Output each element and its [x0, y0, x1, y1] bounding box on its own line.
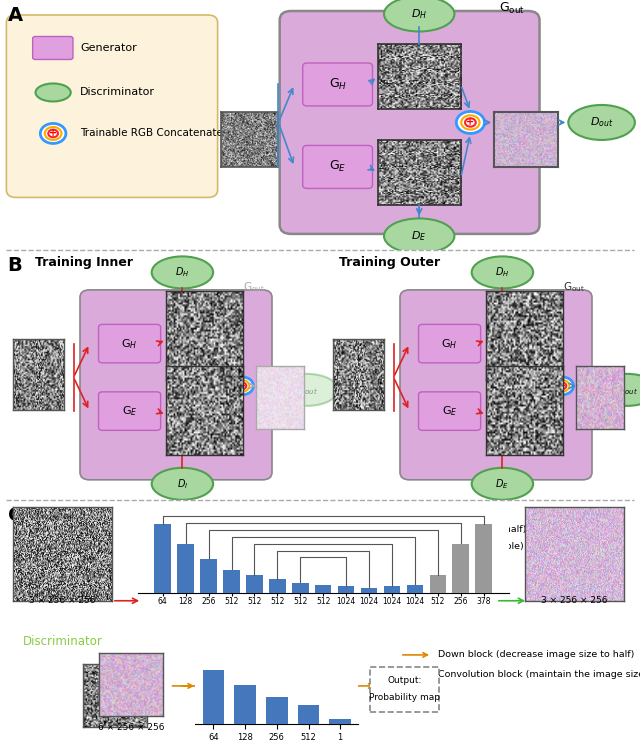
Text: G$_E$: G$_E$ — [122, 404, 138, 418]
Bar — [266, 697, 287, 724]
Text: +: + — [558, 381, 566, 391]
Bar — [361, 588, 378, 593]
Text: Output:: Output: — [388, 676, 422, 686]
Bar — [177, 544, 194, 593]
Bar — [234, 685, 256, 724]
Text: Generator: Generator — [80, 43, 137, 53]
Text: D$_I$: D$_I$ — [177, 477, 188, 491]
FancyBboxPatch shape — [33, 37, 73, 60]
Bar — [429, 575, 446, 593]
Text: B: B — [8, 256, 22, 275]
Text: D$_H$: D$_H$ — [495, 266, 509, 279]
FancyBboxPatch shape — [419, 392, 481, 430]
FancyBboxPatch shape — [419, 325, 481, 363]
Text: Down block (decrease image size to half): Down block (decrease image size to half) — [438, 651, 635, 659]
Text: G$_H$: G$_H$ — [122, 336, 138, 351]
Ellipse shape — [384, 219, 454, 254]
FancyBboxPatch shape — [80, 290, 272, 480]
Circle shape — [465, 119, 476, 127]
Text: +: + — [467, 117, 474, 128]
Bar — [203, 670, 224, 724]
Text: Convolution block (maintain the image size): Convolution block (maintain the image si… — [438, 670, 640, 679]
Text: Discriminator: Discriminator — [80, 87, 155, 98]
Text: Up block (increase image size to double): Up block (increase image size to double) — [330, 542, 524, 551]
Text: Training Outer: Training Outer — [339, 256, 440, 269]
Text: A: A — [8, 6, 23, 25]
Text: Trainable RGB Concatenate: Trainable RGB Concatenate — [80, 128, 223, 139]
Text: Probability map: Probability map — [369, 693, 440, 702]
Ellipse shape — [276, 374, 338, 406]
Text: G$_E$: G$_E$ — [329, 160, 346, 175]
Text: D$_{\mathregular{out}}$: D$_{\mathregular{out}}$ — [617, 383, 637, 397]
FancyBboxPatch shape — [280, 11, 540, 234]
Bar — [330, 719, 351, 724]
Bar — [269, 580, 285, 593]
Circle shape — [48, 130, 58, 137]
Text: G$_H$: G$_H$ — [328, 77, 347, 92]
Bar — [476, 524, 492, 593]
Bar — [246, 575, 262, 593]
Text: G$_H$: G$_H$ — [442, 336, 458, 351]
Text: 3 × 256 × 256: 3 × 256 × 256 — [29, 596, 96, 605]
Ellipse shape — [384, 0, 454, 31]
FancyBboxPatch shape — [99, 392, 161, 430]
Bar — [315, 585, 332, 593]
FancyBboxPatch shape — [303, 145, 372, 189]
Text: D$_{\mathregular{out}}$: D$_{\mathregular{out}}$ — [590, 116, 613, 129]
Circle shape — [40, 123, 66, 143]
Text: D$_H$: D$_H$ — [411, 7, 428, 21]
FancyBboxPatch shape — [99, 325, 161, 363]
Ellipse shape — [472, 468, 533, 500]
FancyBboxPatch shape — [370, 667, 440, 712]
Text: G$_{\mathregular{out}}$: G$_{\mathregular{out}}$ — [243, 280, 265, 294]
Text: D$_E$: D$_E$ — [495, 477, 509, 491]
Circle shape — [234, 380, 250, 392]
Circle shape — [554, 380, 570, 392]
Ellipse shape — [152, 468, 213, 500]
Text: C: C — [8, 506, 22, 524]
Circle shape — [550, 377, 573, 395]
Text: Discriminator: Discriminator — [22, 635, 102, 648]
Text: G$_E$: G$_E$ — [442, 404, 458, 418]
Text: +: + — [49, 128, 57, 139]
Ellipse shape — [152, 257, 213, 289]
Ellipse shape — [568, 105, 635, 140]
Ellipse shape — [596, 374, 640, 406]
Text: G$_{\mathregular{out}}$: G$_{\mathregular{out}}$ — [563, 280, 585, 294]
Text: Down block (decrease image size to half): Down block (decrease image size to half) — [330, 525, 526, 534]
Text: +: + — [238, 381, 246, 391]
Bar — [292, 583, 308, 593]
Bar — [223, 570, 240, 593]
Text: 6 × 256 × 256: 6 × 256 × 256 — [98, 723, 164, 732]
Ellipse shape — [35, 84, 70, 101]
Ellipse shape — [472, 257, 533, 289]
Bar — [406, 585, 423, 593]
Text: D$_E$: D$_E$ — [412, 229, 427, 242]
Text: 3 × 256 × 256: 3 × 256 × 256 — [541, 596, 608, 605]
FancyBboxPatch shape — [6, 15, 218, 198]
Circle shape — [557, 383, 566, 389]
Circle shape — [461, 116, 479, 130]
Text: Training Inner: Training Inner — [35, 256, 133, 269]
Bar — [298, 706, 319, 724]
Bar — [384, 586, 400, 593]
Text: Skip connection: Skip connection — [330, 560, 405, 568]
Bar — [338, 586, 355, 593]
Bar — [452, 544, 469, 593]
Bar — [154, 524, 171, 593]
Text: D$_{\mathregular{out}}$: D$_{\mathregular{out}}$ — [297, 383, 317, 397]
Circle shape — [237, 383, 246, 389]
FancyBboxPatch shape — [303, 63, 372, 106]
Text: D$_H$: D$_H$ — [175, 266, 189, 279]
Circle shape — [45, 127, 61, 140]
FancyBboxPatch shape — [400, 290, 592, 480]
Circle shape — [230, 377, 253, 395]
Bar — [200, 559, 217, 593]
Circle shape — [456, 111, 484, 134]
Text: G$_{\mathregular{out}}$: G$_{\mathregular{out}}$ — [499, 1, 525, 16]
Text: Generator: Generator — [22, 522, 83, 535]
